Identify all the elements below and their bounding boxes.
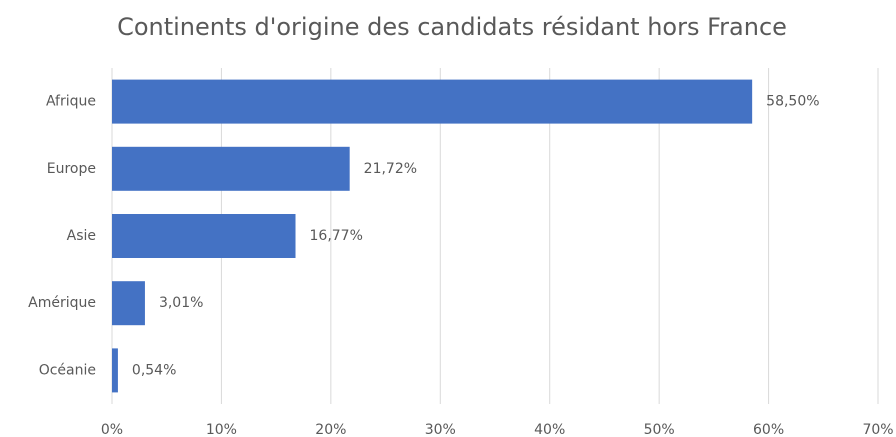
x-tick-label: 60% [753, 422, 784, 437]
bar [112, 281, 145, 326]
bar [112, 79, 753, 124]
x-tick-label: 30% [425, 422, 456, 437]
x-tick-label: 50% [644, 422, 675, 437]
bar [112, 348, 118, 393]
bar [112, 214, 296, 258]
data-label: 21,72% [364, 161, 417, 177]
x-tick-label: 10% [206, 422, 237, 437]
x-tick-label: 70% [862, 422, 893, 437]
y-tick-label: Océanie [39, 362, 96, 378]
y-tick-label: Europe [47, 161, 96, 177]
x-tick-label: 40% [534, 422, 565, 437]
bar [112, 146, 350, 191]
y-tick-label: Afrique [46, 94, 96, 110]
y-tick-label: Amérique [28, 295, 96, 311]
data-label: 3,01% [159, 295, 203, 311]
data-label: 16,77% [310, 228, 363, 244]
chart-title: Continents d'origine des candidats résid… [117, 13, 787, 41]
x-tick-label: 20% [315, 422, 346, 437]
y-tick-label: Asie [67, 228, 96, 244]
data-label: 58,50% [766, 94, 819, 110]
x-tick-label: 0% [101, 422, 123, 437]
data-label: 0,54% [132, 362, 176, 378]
